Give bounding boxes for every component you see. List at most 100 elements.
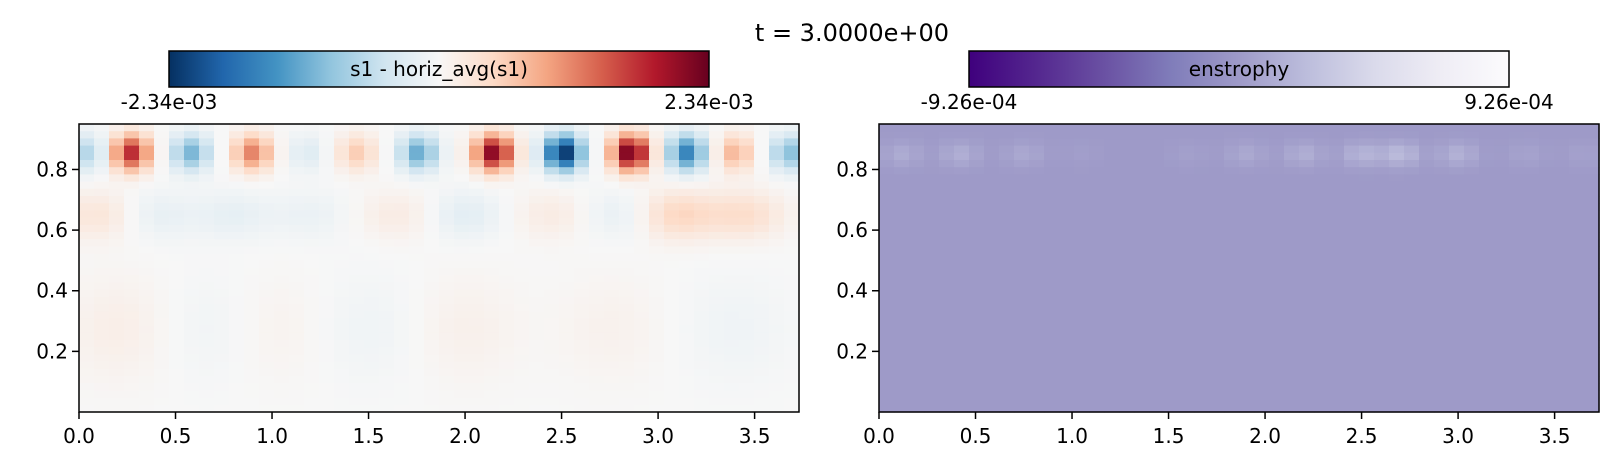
heatmap-cell [589, 145, 605, 154]
heatmap-cell [1584, 289, 1600, 298]
heatmap-cell [1194, 282, 1210, 291]
heatmap-cell [544, 361, 560, 370]
heatmap-cell [559, 181, 575, 190]
heatmap-cell [619, 354, 635, 363]
heatmap-cell [954, 246, 970, 255]
heatmap-cell [124, 289, 140, 298]
heatmap-cell [694, 275, 710, 283]
heatmap-cell [349, 268, 365, 276]
heatmap-cell [229, 390, 245, 399]
heatmap-cell [754, 361, 770, 370]
heatmap-cell [739, 188, 755, 197]
heatmap-cell [244, 318, 260, 327]
heatmap-cell [909, 239, 925, 247]
heatmap-cell [1134, 188, 1150, 197]
heatmap-cell [1494, 268, 1510, 276]
heatmap-cell [199, 217, 215, 226]
heatmap-cell [289, 268, 305, 276]
heatmap-cell [229, 167, 245, 175]
heatmap-cell [909, 376, 925, 384]
heatmap-cell [939, 232, 955, 240]
heatmap-cell [94, 210, 110, 219]
heatmap-cell [574, 275, 590, 283]
heatmap-cell [124, 246, 140, 255]
heatmap-cell [289, 160, 305, 168]
heatmap-cell [484, 167, 500, 175]
heatmap-cell [1254, 275, 1270, 283]
heatmap-cell [409, 332, 425, 341]
heatmap-cell [784, 383, 800, 391]
heatmap-cell [924, 188, 940, 197]
heatmap-cell [1569, 268, 1585, 276]
heatmap-cell [514, 318, 530, 327]
y-tick-label: 0.2 [36, 339, 68, 363]
heatmap-cell [909, 210, 925, 219]
heatmap-cell [1314, 347, 1330, 355]
heatmap-cell [1449, 260, 1465, 269]
heatmap-cell [304, 268, 320, 276]
heatmap-cell [939, 354, 955, 363]
heatmap-cell [424, 383, 440, 391]
heatmap-cell [349, 282, 365, 291]
heatmap-cell [1389, 246, 1405, 255]
heatmap-cell [1224, 361, 1240, 370]
heatmap-cell [769, 138, 785, 147]
heatmap-cell [1404, 152, 1420, 161]
heatmap-cell [909, 253, 925, 262]
heatmap-cell [1104, 318, 1120, 327]
heatmap-cell [694, 296, 710, 305]
heatmap-cell [1149, 174, 1165, 183]
heatmap-cell [909, 268, 925, 276]
heatmap-cell [394, 174, 410, 183]
heatmap-cell [1434, 304, 1450, 312]
heatmap-cell [1014, 145, 1030, 154]
heatmap-cell [649, 181, 665, 190]
heatmap-cell [364, 311, 380, 319]
heatmap-cell [1044, 361, 1060, 370]
heatmap-cell [1089, 325, 1105, 334]
heatmap-cell [1509, 296, 1525, 305]
heatmap-cell [634, 383, 650, 391]
heatmap-cell [1254, 196, 1270, 204]
heatmap-cell [1404, 210, 1420, 219]
heatmap-cell [124, 332, 140, 341]
heatmap-cell [1494, 145, 1510, 154]
heatmap-cell [954, 376, 970, 384]
heatmap-cell [1449, 167, 1465, 175]
heatmap-cell [259, 404, 275, 413]
heatmap-cell [1464, 203, 1480, 211]
heatmap-cell [214, 124, 230, 132]
heatmap-cell [109, 340, 125, 348]
heatmap-cell [1464, 181, 1480, 190]
heatmap-cell [1029, 404, 1045, 413]
heatmap-cell [1344, 404, 1360, 413]
heatmap-cell [1029, 145, 1045, 154]
heatmap-cell [1479, 174, 1495, 183]
heatmap-cell [94, 224, 110, 233]
heatmap-cell [1104, 397, 1120, 406]
heatmap-cell [1149, 368, 1165, 377]
heatmap-cell [664, 275, 680, 283]
heatmap-cell [694, 145, 710, 154]
heatmap-cell [1209, 340, 1225, 348]
heatmap-cell [1074, 340, 1090, 348]
heatmap-cell [1404, 304, 1420, 312]
heatmap-cell [1194, 361, 1210, 370]
heatmap-cell [694, 340, 710, 348]
heatmap-cell [469, 232, 485, 240]
heatmap-cell [1059, 203, 1075, 211]
heatmap-cell [349, 260, 365, 269]
heatmap-cell [1239, 174, 1255, 183]
heatmap-cell [94, 325, 110, 334]
heatmap-cell [954, 332, 970, 341]
heatmap-cell [1539, 145, 1555, 154]
heatmap-cell [184, 332, 200, 341]
heatmap-cell [1164, 354, 1180, 363]
heatmap-cell [94, 289, 110, 298]
heatmap-cell [1314, 318, 1330, 327]
heatmap-cell [259, 138, 275, 147]
heatmap-cell [619, 124, 635, 132]
heatmap-cell [1434, 160, 1450, 168]
heatmap-cell [304, 196, 320, 204]
x-tick-label: 1.0 [1056, 424, 1088, 448]
